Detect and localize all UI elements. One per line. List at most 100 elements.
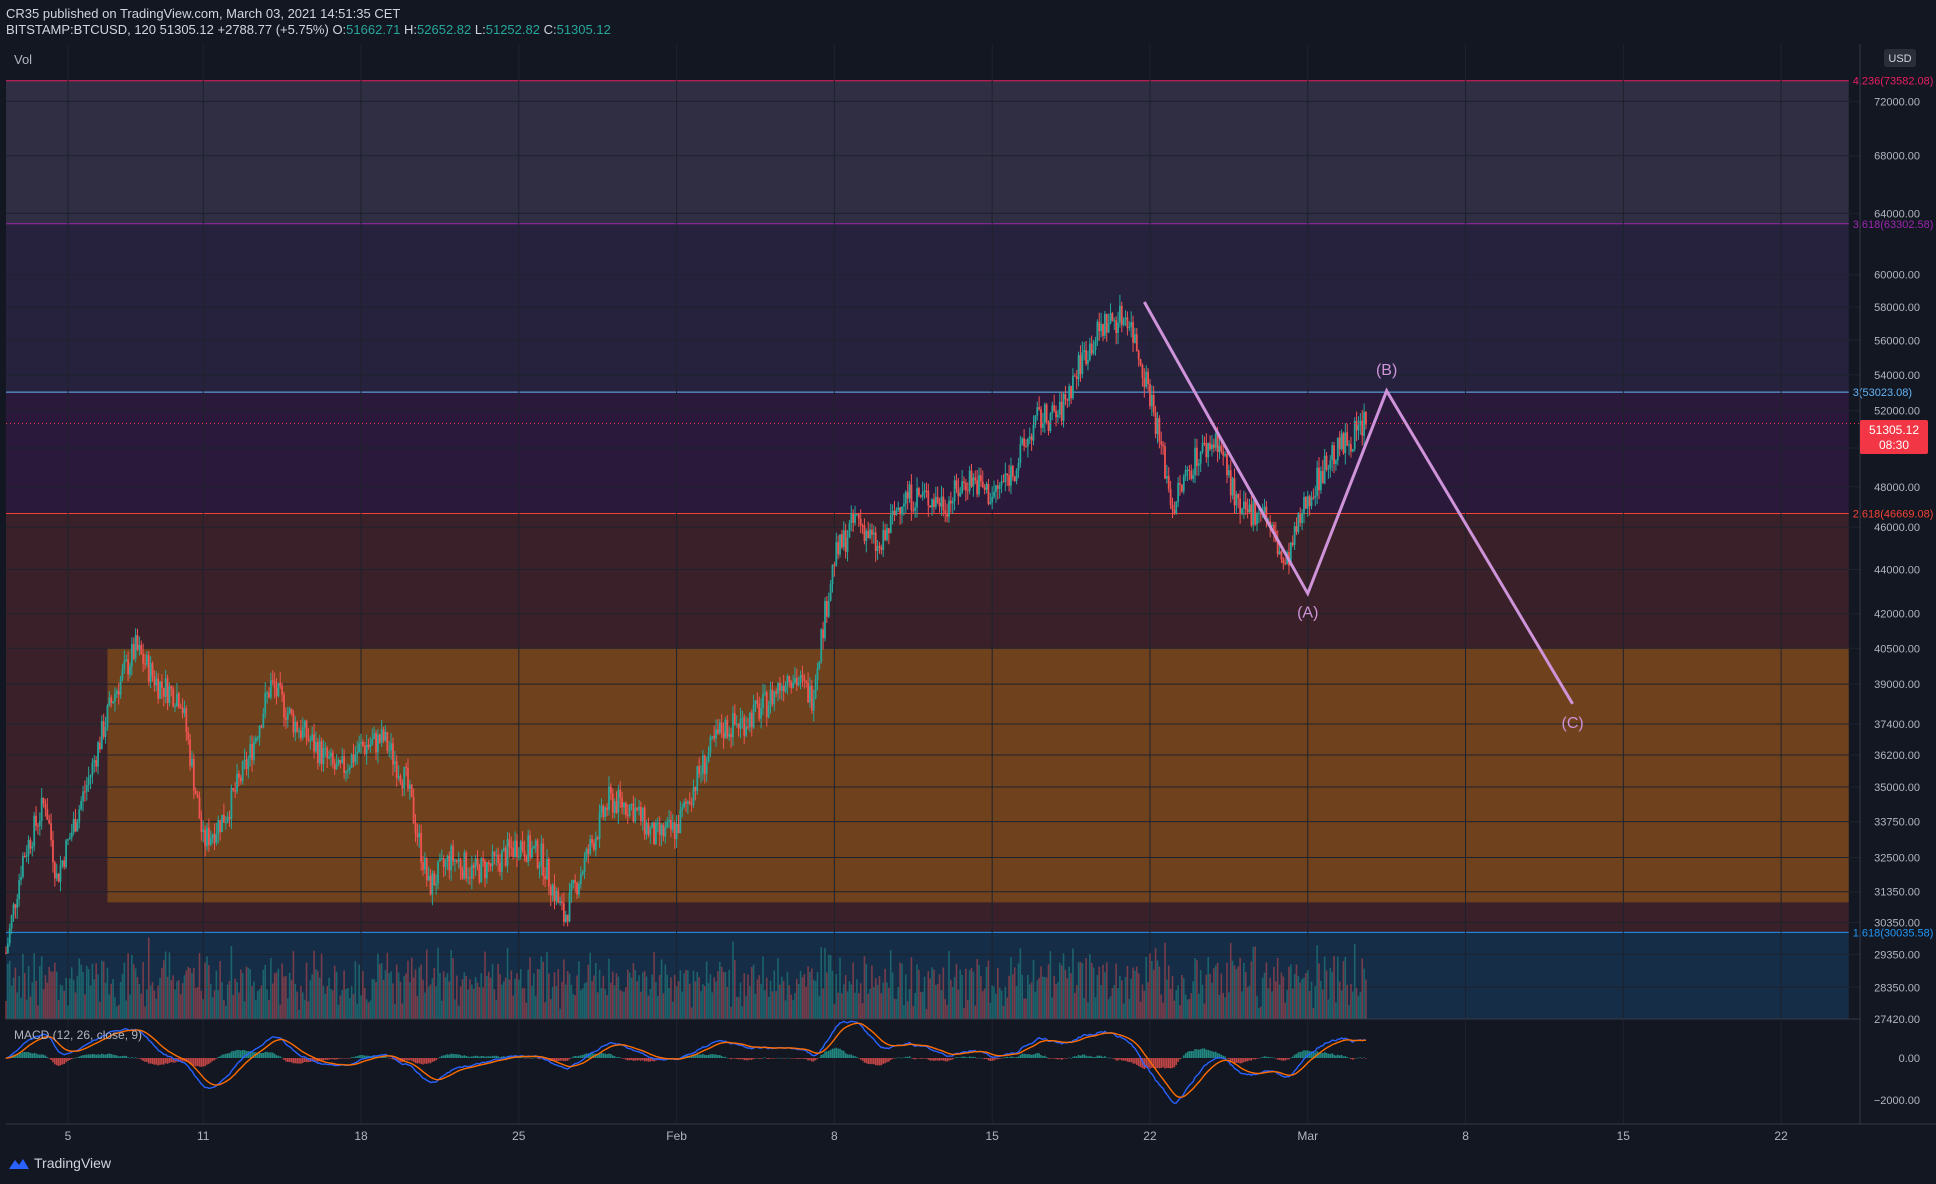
volume-bar [1190,993,1193,1019]
candle-body [645,822,648,835]
macd-histogram-bar [253,1052,255,1058]
candle-body [763,692,766,695]
macd-histogram-bar [645,1058,648,1062]
macd-histogram-bar [1111,1058,1114,1059]
candle-body [1301,513,1304,524]
volume-bar [1081,963,1084,1019]
candle-body [74,818,77,832]
volume-bar [1282,976,1285,1019]
macd-histogram-bar [1327,1053,1330,1058]
candle-body [1329,460,1332,469]
volume-bar [223,1000,225,1019]
macd-histogram-bar [125,1055,128,1058]
volume-bar [1205,974,1208,1019]
tradingview-brand[interactable]: TradingView [8,1155,111,1171]
macd-histogram-bar [863,1058,866,1063]
macd-histogram-bar [429,1058,432,1064]
candle-body [750,712,753,728]
volume-bar [146,989,148,1019]
macd-histogram-bar [5,1058,7,1059]
price-tick-label: 58000.00 [1874,302,1920,314]
candle-body [76,822,79,832]
candle-body [570,883,573,893]
candle-body [470,865,473,879]
macd-histogram-bar [882,1058,885,1064]
volume-bar [1096,975,1099,1019]
volume-bar [395,964,398,1019]
volume-bar [997,967,999,1019]
volume-bar [277,968,280,1019]
macd-histogram-bar [452,1053,454,1058]
volume-bar [100,960,103,1019]
candle-body [18,880,21,900]
volume-bar [1314,985,1317,1019]
macd-histogram-bar [555,1058,558,1062]
volume-bar [356,1003,359,1019]
volume-bar [1115,963,1117,1019]
volume-bar [339,995,342,1019]
candle-body [1023,438,1026,446]
macd-histogram-bar [275,1055,278,1058]
candle-body [874,532,877,551]
candle-body [959,492,962,497]
price-tick-label: 52000.00 [1874,406,1920,418]
volume-bar [134,968,137,1019]
macd-histogram-bar [1361,1058,1364,1059]
currency-button-bg[interactable] [1884,49,1916,67]
candle-body [239,777,242,782]
volume-bar [12,977,15,1019]
macd-histogram-bar [23,1051,26,1058]
volume-bar [1062,953,1065,1019]
currency-button[interactable]: USD [1888,53,1911,65]
candle-body [271,680,274,682]
volume-bar [551,986,554,1019]
macd-histogram-bar [901,1057,903,1059]
candle-body [1241,508,1243,514]
symbol-label[interactable]: BITSTAMP:BTCUSD, 120 [6,22,157,37]
volume-bar [1134,970,1136,1019]
volume-bar [1263,972,1266,1019]
volume-bar [1079,961,1082,1019]
price-chart[interactable]: 4.236(73582.08)3.618(63302.58)3(53023.08… [0,44,1936,1148]
volume-bar [946,1004,948,1019]
candle-body [709,736,712,753]
macd-histogram-bar [127,1057,129,1058]
volume-bar [647,995,650,1019]
macd-histogram-bar [649,1058,652,1062]
macd-histogram-bar [995,1058,997,1060]
candle-body [206,827,208,847]
volume-bar [119,981,122,1019]
volume-bar [363,987,366,1019]
volume-bar [1293,973,1296,1019]
volume-bar [574,995,576,1019]
candle-body [348,767,351,770]
volume-bar [797,983,800,1019]
candle-body [833,564,836,566]
volume-bar [636,981,638,1019]
macd-histogram-bar [1348,1057,1350,1059]
candle-body [1000,481,1003,486]
candle-body [352,754,355,763]
macd-histogram-bar [827,1050,830,1058]
volume-bar [251,985,253,1019]
candle-body [1194,447,1196,475]
candle-body [989,502,992,504]
candle-body [361,742,364,746]
candle-body [1075,376,1078,380]
macd-histogram-bar [206,1058,208,1065]
candle-body [472,865,475,868]
candle-body [696,766,699,791]
candle-body [1235,494,1238,506]
macd-histogram-bar [286,1058,289,1062]
macd-histogram-bar [298,1058,300,1064]
macd-histogram-bar [709,1054,712,1058]
candle-body [277,682,280,697]
candle-body [1207,443,1210,458]
volume-bar [50,971,52,1019]
volume-bar [275,972,278,1019]
volume-bar [258,989,261,1019]
volume-bar [1158,966,1161,1019]
volume-bar [375,981,377,1019]
candle-body [217,820,220,834]
candle-body [902,503,905,507]
